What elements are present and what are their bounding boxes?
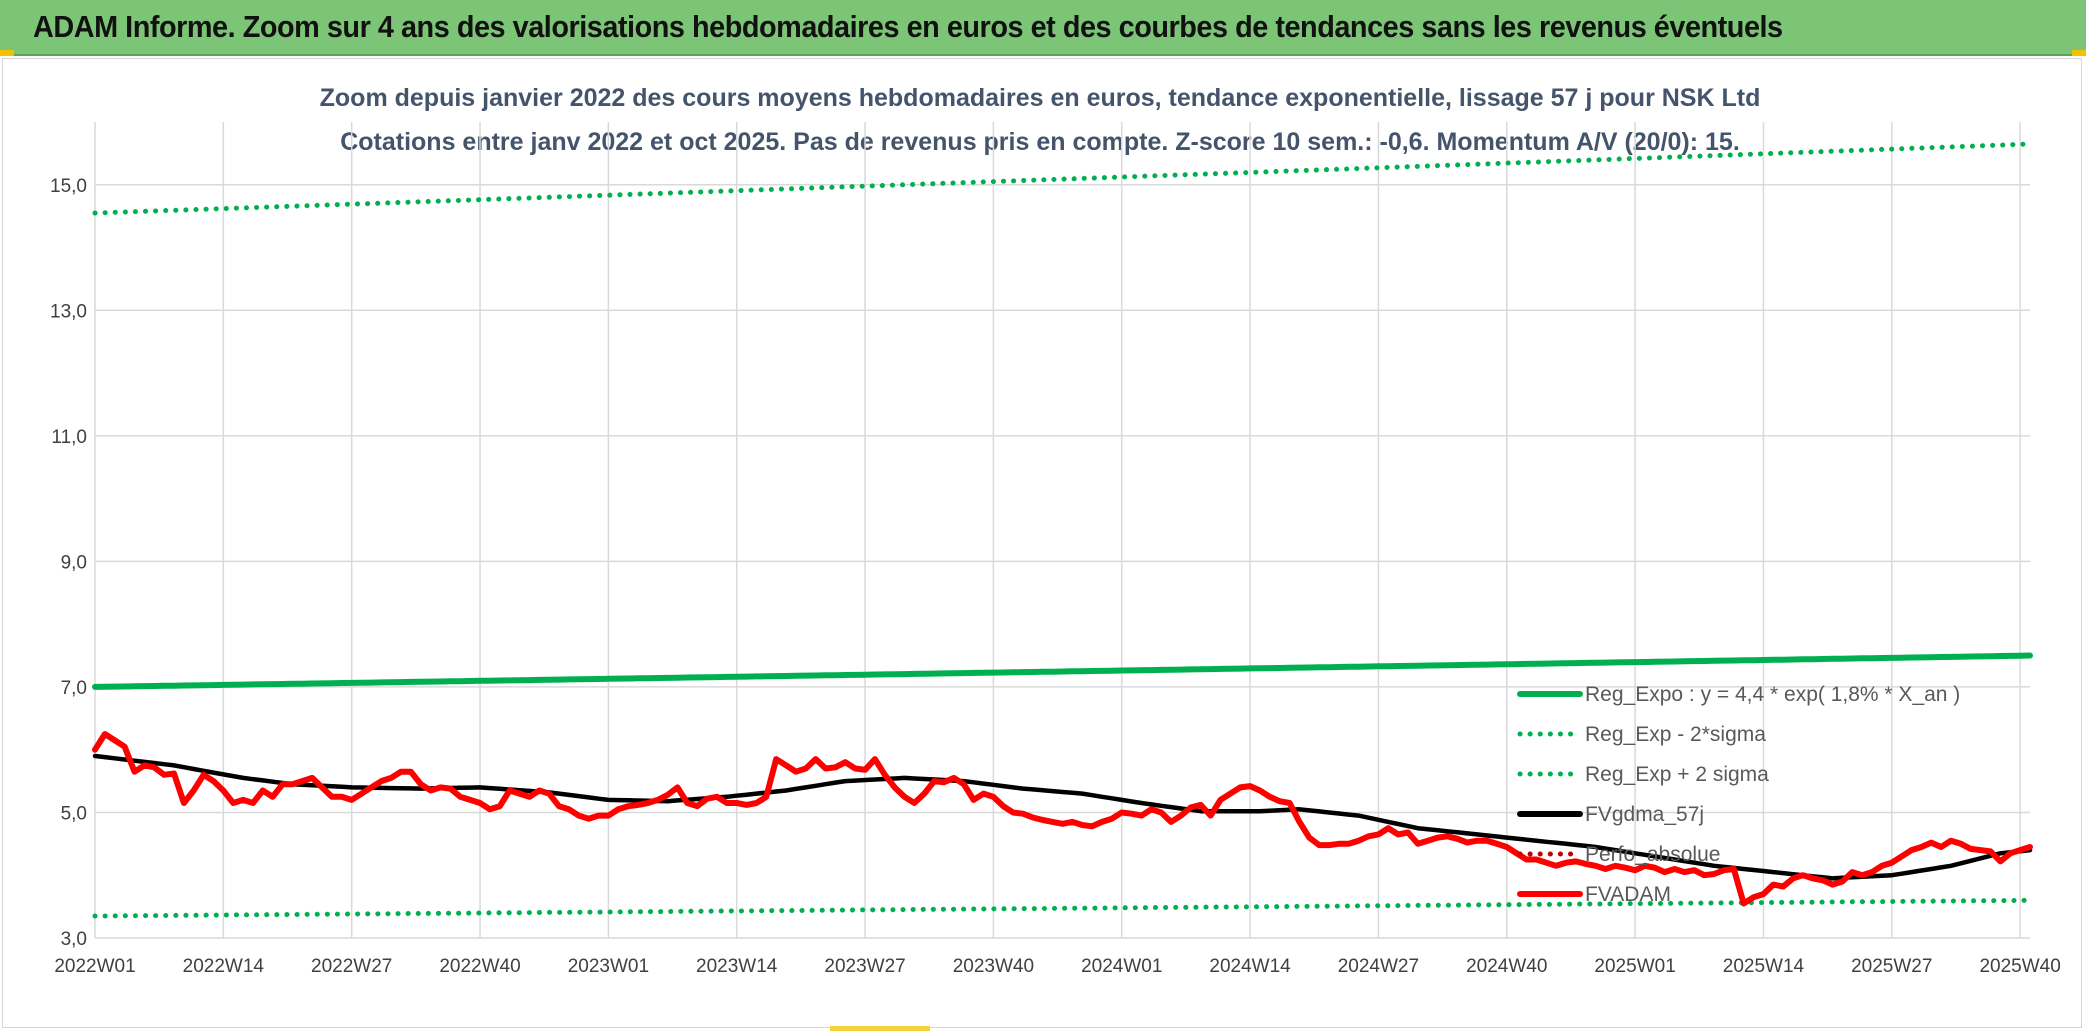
x-tick-label: 2023W27	[824, 956, 905, 977]
legend: Reg_Expo : y = 4,4 * exp( 1,8% * X_an ) R…	[1517, 683, 1960, 906]
x-tick-label: 2024W01	[1081, 956, 1162, 977]
legend-item-fvadam: FVADAM	[1517, 883, 1671, 906]
x-tick-label: 2025W40	[1979, 956, 2060, 977]
legend-item-fvgdma: FVgdma_57j	[1517, 803, 1704, 826]
y-tick-label: 3,0	[61, 929, 87, 950]
y-axis-labels: 3,0 5,0 7,0 9,0 11,0 13,0 15,0	[50, 176, 87, 950]
x-tick-label: 2024W14	[1209, 956, 1291, 977]
bottom-marker	[830, 1026, 930, 1031]
x-axis-labels: 2022W01 2022W14 2022W27 2022W40 2023W01 2023W…	[54, 956, 2060, 977]
series-fvadam	[92, 731, 2033, 907]
page-title: ADAM Informe. Zoom sur 4 ans des valoris…	[33, 9, 1783, 44]
x-tick-label: 2025W14	[1723, 956, 1805, 977]
banner-accent-left	[0, 50, 14, 56]
header-banner: ADAM Informe. Zoom sur 4 ans des valoris…	[0, 0, 2086, 56]
y-tick-label: 13,0	[50, 301, 87, 322]
x-tick-label: 2023W01	[568, 956, 649, 977]
y-tick-label: 9,0	[61, 552, 87, 573]
y-tick-label: 11,0	[51, 427, 87, 448]
x-tick-label: 2023W14	[696, 956, 778, 977]
series-fvgdma-57j	[92, 753, 2033, 881]
x-tick-label: 2025W01	[1594, 956, 1675, 977]
x-tick-label: 2022W27	[311, 956, 392, 977]
legend-label: Reg_Expo : y = 4,4 * exp( 1,8% * X_an )	[1585, 683, 1960, 706]
legend-label: FVgdma_57j	[1585, 803, 1704, 826]
x-tick-label: 2024W27	[1338, 956, 1419, 977]
legend-item-reg-exp-minus: Reg_Exp - 2*sigma	[1517, 723, 1766, 746]
legend-item-perfo-absolue: Perfo_absolue	[1517, 843, 1720, 866]
x-gridlines	[94, 122, 2021, 938]
series-reg-exp-minus-2sigma	[92, 897, 2033, 919]
legend-label: Reg_Exp - 2*sigma	[1585, 723, 1766, 746]
legend-label: Reg_Exp + 2 sigma	[1585, 763, 1769, 786]
chart-title-line2: Cotations entre janv 2022 et oct 2025. P…	[340, 128, 1740, 156]
chart-frame	[2, 58, 2082, 1028]
chart-title-line1: Zoom depuis janvier 2022 des cours moyen…	[320, 84, 1761, 112]
x-tick-label: 2025W27	[1851, 956, 1932, 977]
x-tick-label: 2023W40	[953, 956, 1034, 977]
x-tick-label: 2022W14	[183, 956, 265, 977]
series-layer	[92, 141, 2033, 919]
legend-item-reg-exp-plus: Reg_Exp + 2 sigma	[1517, 763, 1769, 786]
y-tick-label: 7,0	[61, 678, 87, 699]
y-gridlines	[95, 184, 2030, 939]
series-reg-exp-plus-2sigma	[92, 141, 2033, 216]
x-tick-label: 2022W40	[439, 956, 520, 977]
y-tick-label: 5,0	[61, 803, 87, 824]
y-tick-label: 15,0	[50, 176, 87, 197]
x-tick-label: 2024W40	[1466, 956, 1547, 977]
x-tick-label: 2022W01	[54, 956, 135, 977]
banner-accent-right	[2072, 50, 2086, 56]
series-reg-expo	[92, 652, 2033, 690]
legend-label: FVADAM	[1585, 883, 1671, 906]
legend-label: Perfo_absolue	[1585, 843, 1720, 866]
legend-item-reg-expo: Reg_Expo : y = 4,4 * exp( 1,8% * X_an )	[1517, 683, 1960, 706]
